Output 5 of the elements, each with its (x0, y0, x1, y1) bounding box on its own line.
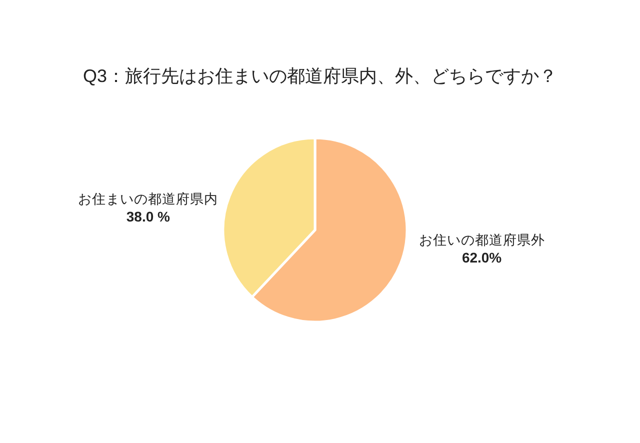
data-label: 38.0 % (126, 208, 171, 225)
data-label: 62.0% (462, 249, 502, 266)
slice-label: お住まいの都道府県内 (78, 192, 218, 207)
slice-label: お住いの都道府県外 (418, 232, 545, 248)
chart-title: Q3：旅行先はお住まいの都道府県内、外、どちらですか？ (82, 66, 558, 86)
